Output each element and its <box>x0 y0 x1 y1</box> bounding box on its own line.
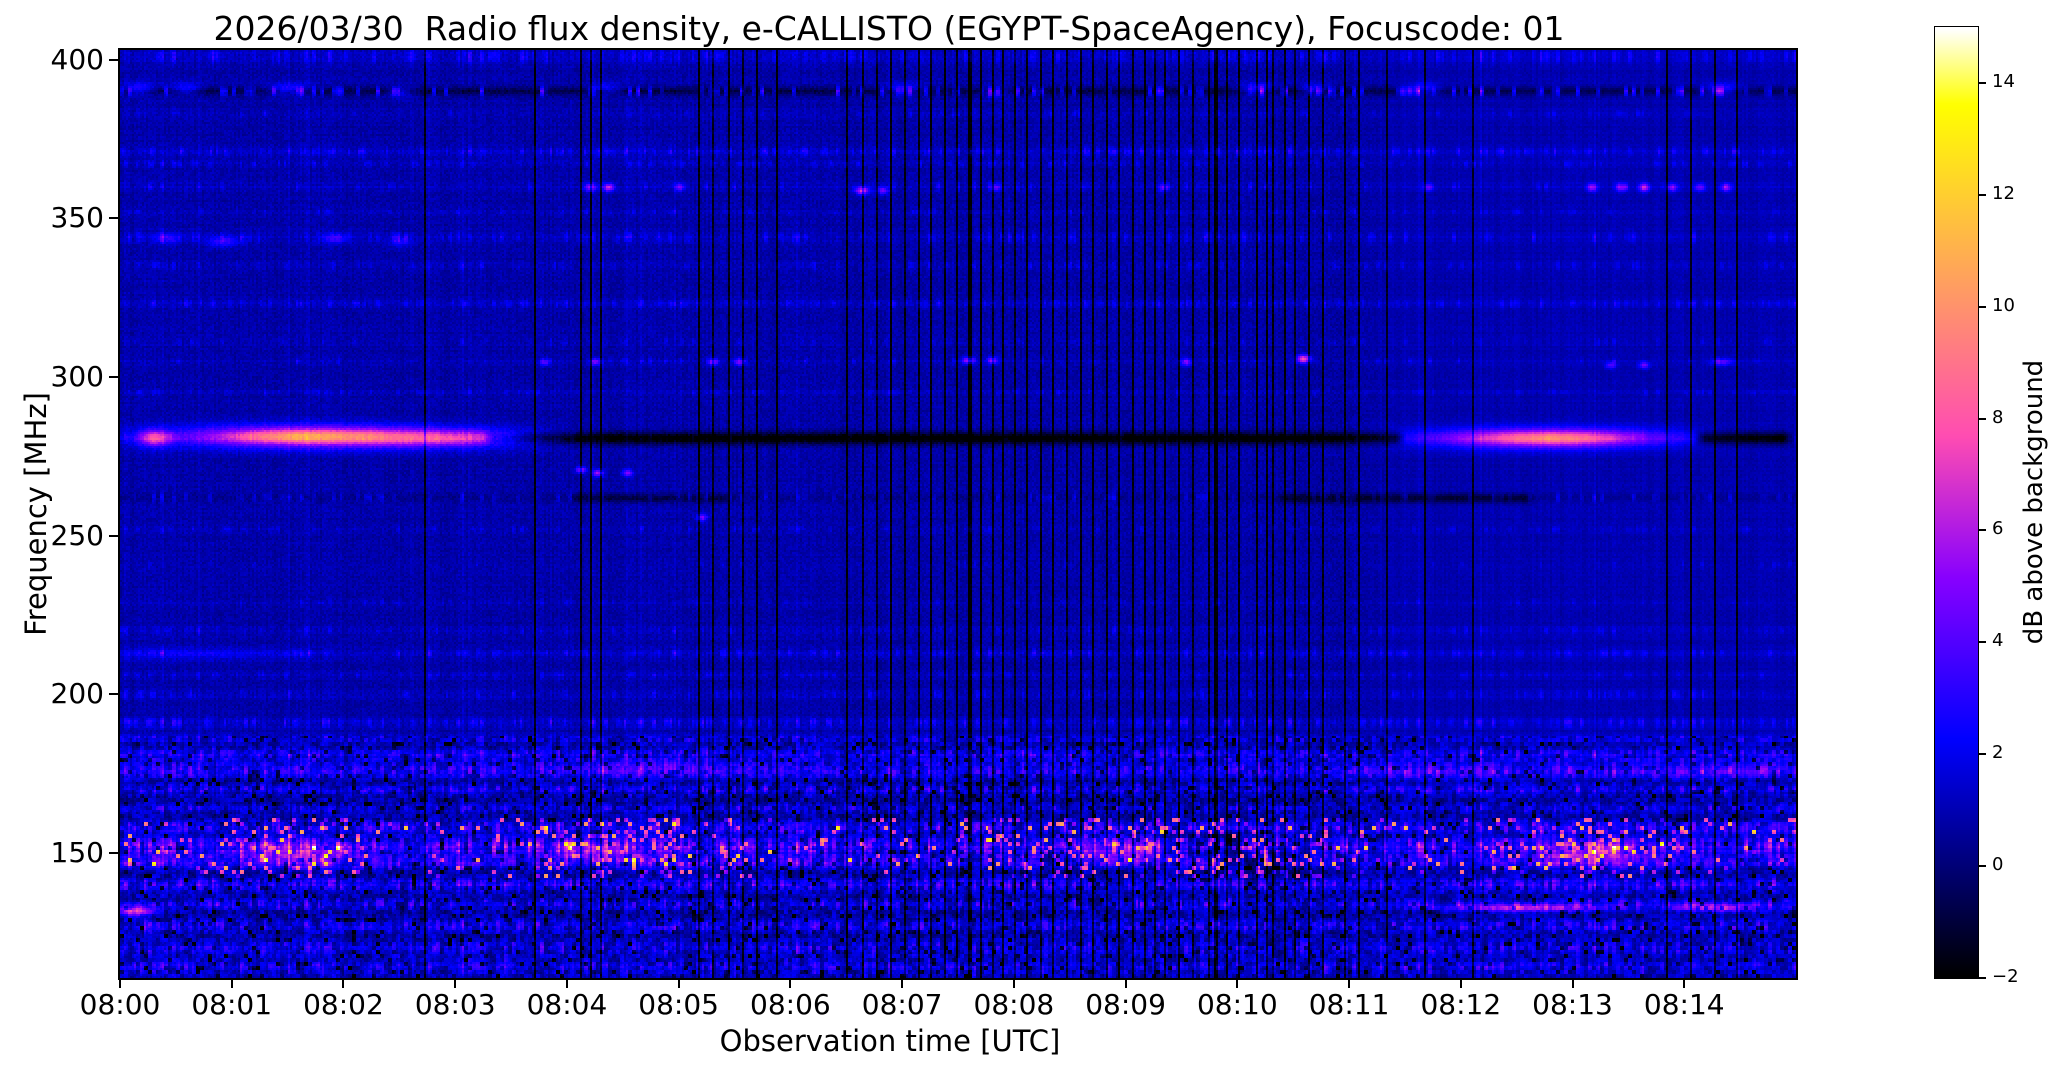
colorbar-label: dB above background <box>2019 359 2049 645</box>
colorbar-tick-mark <box>1979 977 1986 979</box>
colorbar-tick-label: 8 <box>1992 406 2004 428</box>
y-tick-label: 200 <box>50 677 104 711</box>
spectrogram-canvas <box>120 50 1796 978</box>
y-tick-label: 350 <box>50 201 104 235</box>
y-tick-mark <box>109 534 119 537</box>
x-tick-mark <box>1124 978 1127 988</box>
colorbar-tick-mark <box>1979 193 1986 196</box>
y-tick-label: 300 <box>50 359 104 393</box>
plot-frame <box>118 48 1798 980</box>
colorbar-tick-label: 6 <box>1992 518 2004 540</box>
colorbar-tick-label: 2 <box>1992 742 2004 764</box>
y-tick-mark <box>109 217 119 220</box>
x-tick-mark <box>789 978 792 988</box>
x-tick-mark <box>677 978 680 988</box>
colorbar-tick-mark <box>1979 529 1986 532</box>
colorbar-tick-mark <box>1979 81 1986 84</box>
colorbar-tick-mark <box>1979 865 1986 868</box>
colorbar-tick-label: 14 <box>1992 70 2015 92</box>
chart-title: 2026/03/30 Radio flux density, e-CALLIST… <box>213 9 1565 48</box>
y-tick-mark <box>109 693 119 696</box>
x-tick-label: 08:06 <box>750 988 831 1021</box>
x-tick-label: 08:12 <box>1420 988 1502 1021</box>
colorbar-canvas <box>1935 27 1978 978</box>
x-tick-label: 08:08 <box>973 988 1055 1021</box>
colorbar-tick-mark <box>1979 753 1986 756</box>
colorbar-tick-label: 0 <box>1992 854 2004 876</box>
x-tick-label: 08:02 <box>303 988 384 1021</box>
colorbar-frame <box>1934 26 1979 979</box>
x-tick-label: 08:04 <box>526 988 608 1021</box>
x-tick-mark <box>1683 978 1686 988</box>
colorbar-tick-mark <box>1979 417 1986 420</box>
x-tick-mark <box>342 978 345 988</box>
y-tick-mark <box>109 58 119 61</box>
x-tick-label: 08:01 <box>191 988 273 1021</box>
colorbar-tick-mark <box>1979 641 1986 644</box>
x-axis-label: Observation time [UTC] <box>719 1024 1061 1058</box>
x-tick-mark <box>565 978 568 988</box>
y-tick-label: 250 <box>50 518 104 552</box>
x-tick-mark <box>1348 978 1351 988</box>
x-tick-mark <box>119 978 121 988</box>
x-tick-label: 08:07 <box>861 988 943 1021</box>
colorbar-tick-label: 10 <box>1992 294 2015 316</box>
x-tick-label: 08:14 <box>1643 988 1725 1021</box>
x-tick-label: 08:09 <box>1085 988 1166 1021</box>
x-tick-label: 08:00 <box>79 988 161 1021</box>
x-tick-mark <box>230 978 233 988</box>
x-tick-label: 08:03 <box>414 988 496 1021</box>
colorbar-tick-label: 4 <box>1992 630 2004 652</box>
x-tick-mark <box>454 978 457 988</box>
x-tick-label: 08:05 <box>638 988 720 1021</box>
y-tick-label: 150 <box>50 835 104 869</box>
x-tick-mark <box>1459 978 1462 988</box>
x-tick-mark <box>901 978 904 988</box>
x-tick-label: 08:10 <box>1196 988 1278 1021</box>
x-tick-label: 08:11 <box>1308 988 1390 1021</box>
y-axis-label: Frequency [MHz] <box>19 392 53 636</box>
colorbar-tick-label: 12 <box>1992 182 2015 204</box>
x-tick-mark <box>1571 978 1574 988</box>
colorbar-tick-mark <box>1979 305 1986 308</box>
y-tick-mark <box>109 375 119 378</box>
colorbar-tick-label: −2 <box>1992 966 2019 987</box>
x-tick-label: 08:13 <box>1532 988 1613 1021</box>
x-tick-mark <box>1236 978 1239 988</box>
y-tick-label: 400 <box>50 42 104 76</box>
y-tick-mark <box>109 851 119 854</box>
x-tick-mark <box>1012 978 1015 988</box>
